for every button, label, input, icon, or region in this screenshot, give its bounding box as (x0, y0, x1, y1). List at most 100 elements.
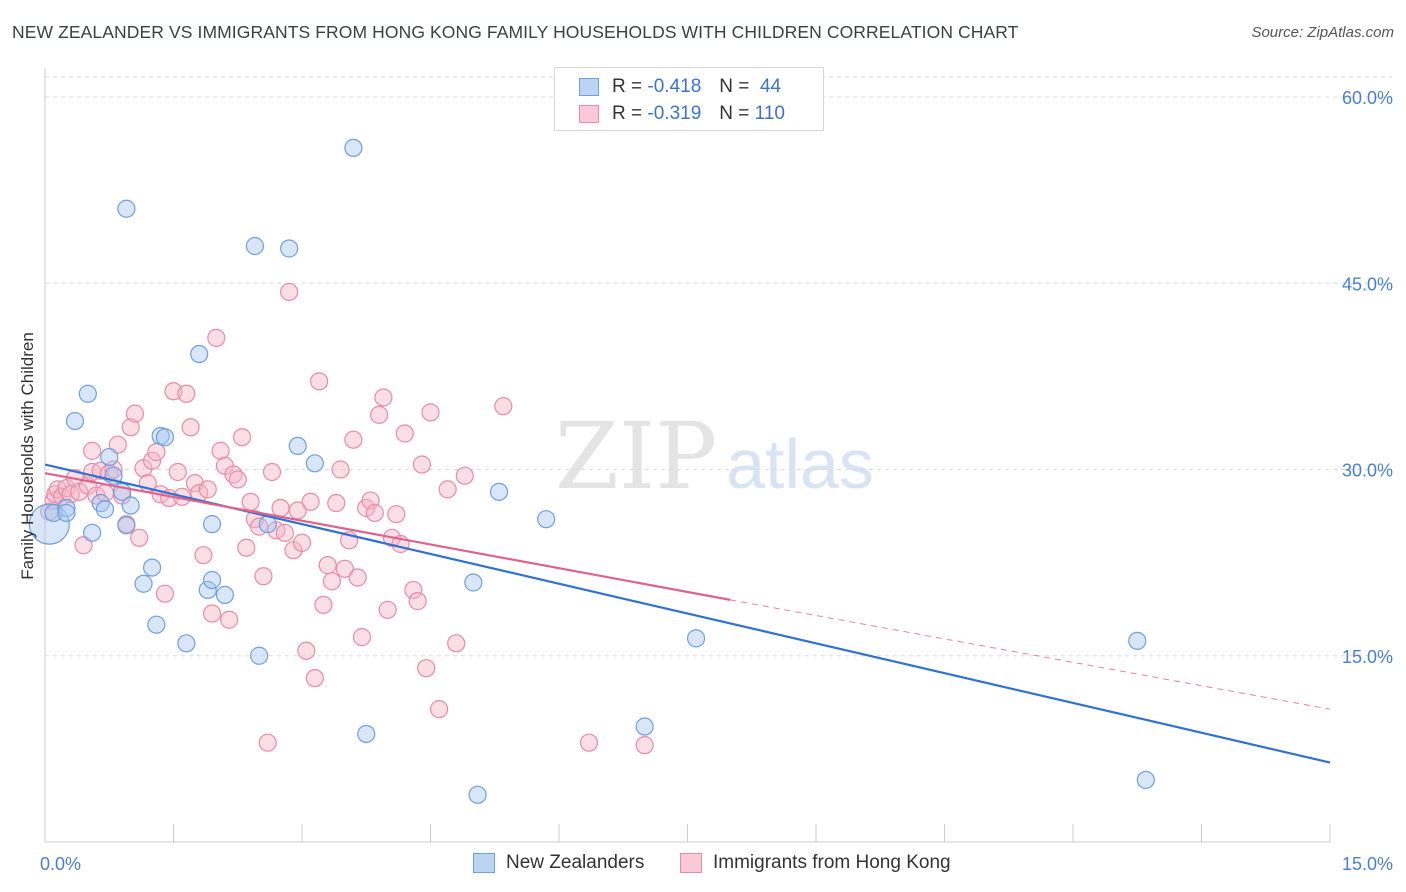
point-hong-kong (318, 556, 337, 575)
point-hong-kong (365, 503, 384, 523)
point-new-zealander (65, 411, 85, 431)
point-hong-kong (181, 418, 200, 437)
point-new-zealander (1128, 631, 1147, 650)
point-hong-kong (232, 428, 252, 447)
point-new-zealander (117, 516, 136, 535)
point-hong-kong (237, 538, 256, 557)
bottom-legend: New Zealanders Immigrants from Hong Kong (0, 852, 1406, 878)
point-hong-kong (168, 462, 187, 482)
point-new-zealander (202, 515, 222, 534)
watermark: ZIP atlas (555, 403, 874, 510)
point-new-zealander (142, 558, 162, 577)
point-new-zealander (28, 503, 70, 545)
point-hong-kong (421, 403, 440, 422)
point-new-zealander (117, 199, 136, 218)
tick-labels: 15.0% 30.0% 45.0% 60.0% 0.0% 15.0% (40, 88, 1393, 874)
point-hong-kong (147, 443, 166, 462)
series-immigrants-hong-kong (40, 282, 654, 755)
watermark-zip: ZIP (555, 403, 717, 510)
point-new-zealander (288, 436, 307, 456)
legend: R = -0.418 N = 44 R = -0.319 N = 110 (554, 67, 824, 131)
point-hong-kong (211, 441, 230, 460)
bottom-legend-swatch-blue (473, 853, 495, 873)
point-new-zealander (202, 570, 222, 590)
point-hong-kong (455, 466, 474, 485)
point-hong-kong (292, 533, 312, 552)
point-new-zealander (57, 503, 76, 523)
point-new-zealander (635, 717, 654, 736)
point-new-zealander (468, 785, 487, 804)
point-hong-kong (297, 641, 316, 660)
point-new-zealander (147, 615, 166, 634)
watermark-atlas: atlas (726, 425, 874, 503)
point-hong-kong (579, 733, 599, 752)
y-axis-label: Family Households with Children (18, 332, 37, 580)
point-hong-kong (262, 462, 282, 482)
point-new-zealander (134, 574, 153, 593)
point-new-zealander (280, 239, 299, 258)
series-new-zealanders (28, 138, 1155, 804)
point-new-zealander (1136, 770, 1155, 790)
point-new-zealander (537, 510, 556, 529)
grid (45, 76, 1392, 657)
point-hong-kong (438, 480, 457, 499)
legend-n-value: 110 (754, 103, 785, 124)
point-hong-kong (327, 493, 346, 513)
trend-line-hong-kong-extension (730, 599, 1331, 710)
legend-swatch-pink (579, 105, 599, 123)
point-new-zealander (250, 646, 269, 665)
x-tick-label: 0.0% (40, 854, 81, 874)
bottom-legend-new-zealanders: New Zealanders (473, 852, 644, 874)
point-new-zealander (177, 634, 196, 653)
point-new-zealander (78, 384, 97, 403)
point-hong-kong (305, 668, 324, 688)
point-hong-kong (280, 282, 299, 302)
legend-n-label: N = (719, 76, 750, 97)
x-tick-label: 15.0% (1342, 854, 1393, 874)
point-new-zealander (489, 482, 509, 501)
legend-n-value: 44 (759, 76, 782, 97)
bottom-legend-hong-kong: Immigrants from Hong Kong (680, 852, 951, 874)
point-hong-kong (447, 634, 466, 653)
legend-row-hong-kong: R = -0.319 N = 110 (579, 103, 785, 125)
legend-swatch-blue (579, 78, 599, 96)
point-hong-kong (241, 492, 260, 511)
y-tick-label: 45.0% (1342, 274, 1393, 294)
point-hong-kong (352, 628, 372, 647)
point-hong-kong (301, 492, 320, 511)
legend-row-new-zealanders: R = -0.418 N = 44 (579, 76, 781, 98)
point-hong-kong (331, 460, 350, 479)
point-hong-kong (130, 528, 149, 547)
axes (44, 68, 1331, 843)
point-new-zealander (686, 629, 706, 648)
point-hong-kong (429, 700, 449, 719)
legend-r-value: -0.319 (647, 103, 702, 124)
point-hong-kong (220, 610, 239, 629)
point-hong-kong (387, 505, 406, 524)
legend-r-label: R = (612, 76, 643, 97)
point-new-zealander (95, 500, 115, 519)
trend-line-new-zealanders (44, 463, 1331, 764)
point-new-zealander (100, 447, 119, 467)
point-new-zealander (155, 428, 175, 447)
point-hong-kong (370, 405, 389, 424)
point-hong-kong (258, 733, 277, 752)
point-hong-kong (271, 498, 290, 518)
point-new-zealander (190, 344, 209, 364)
point-hong-kong (348, 568, 367, 587)
trend-line-hong-kong (44, 472, 731, 601)
point-hong-kong (310, 372, 329, 391)
y-tick-label: 60.0% (1342, 88, 1393, 108)
point-hong-kong (142, 451, 162, 470)
point-new-zealander (464, 573, 483, 592)
point-hong-kong (374, 388, 393, 407)
bottom-legend-label: Immigrants from Hong Kong (713, 852, 951, 873)
point-hong-kong (335, 559, 354, 578)
point-hong-kong (254, 567, 273, 586)
point-hong-kong (322, 572, 342, 591)
point-new-zealander (57, 498, 76, 518)
legend-r-label: R = (612, 103, 643, 124)
point-new-zealander (198, 580, 217, 600)
point-hong-kong (635, 736, 654, 755)
